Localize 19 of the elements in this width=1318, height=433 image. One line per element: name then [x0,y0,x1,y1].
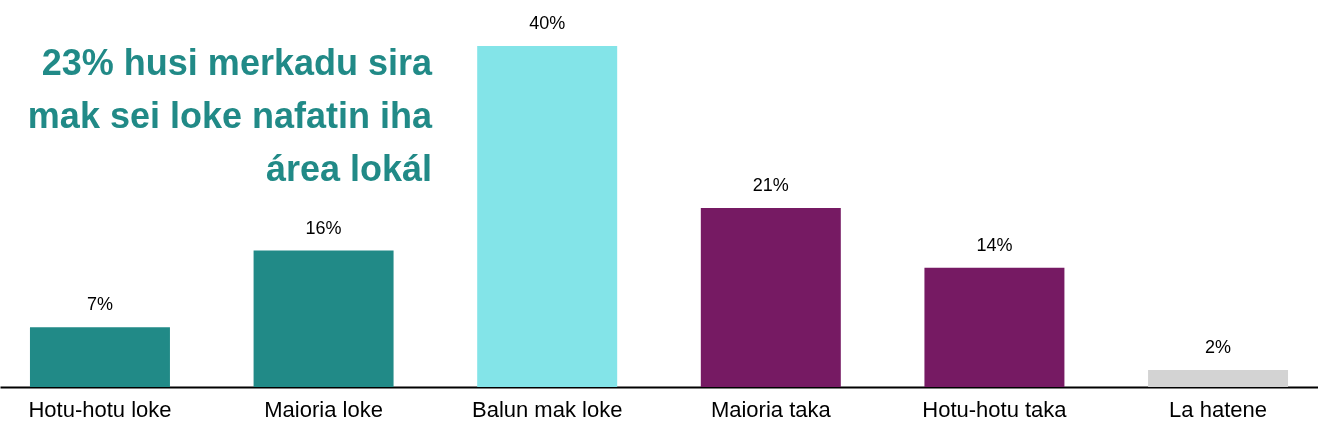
data-label: 14% [976,234,1013,255]
text: 23% husi merkadu sira mak sei loke nafatin iha área lokál [26,41,432,191]
data-label: 2% [1205,336,1232,357]
x-tick-label: Balun mak loke [471,396,623,422]
data-label: 40% [529,13,566,33]
x-tick-label: La hatene [1169,396,1267,422]
bar [477,46,618,387]
x-tick-label: Maioria loke [264,396,383,422]
x-tick-label: Hotu-hotu loke [28,396,172,422]
bar [924,267,1065,387]
x-tick-label: Maioria taka [710,396,832,422]
x-tick-label: Hotu-hotu taka [922,396,1068,422]
bar [1148,369,1289,387]
bar [700,207,841,387]
bar [253,250,394,387]
data-label: 21% [752,174,789,195]
data-label: 7% [86,294,113,315]
data-label: 16% [305,217,342,238]
bar [29,327,170,387]
